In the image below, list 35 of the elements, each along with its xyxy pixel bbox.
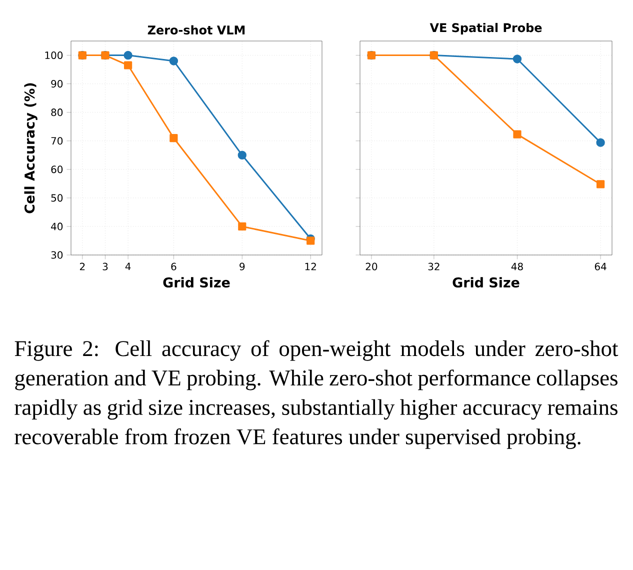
caption: Figure 2: Cell accuracy of open-weight models under zero-shot generation and VE probing. While zero-shot performance collapses rapidly as grid size increases, substantially higher accuracy remains recoverable from frozen VE features under supervised probing. xyxy=(14,340,618,449)
point xyxy=(596,138,605,147)
x-tick-label: 3 xyxy=(102,262,108,270)
point xyxy=(124,50,132,60)
x-tick-label: 2 xyxy=(80,262,85,270)
x-tick-label: 12 xyxy=(305,262,316,270)
point xyxy=(238,150,246,160)
y-tick-label: 70 xyxy=(51,137,63,145)
point xyxy=(513,130,522,138)
y-tick-label: 80 xyxy=(51,108,63,116)
y-tick-label: 30 xyxy=(51,251,63,259)
y-tick-label: 100 xyxy=(45,51,63,60)
y-axis-title: Cell Accuracy (%) xyxy=(24,83,38,214)
point xyxy=(512,54,522,64)
point xyxy=(169,56,178,66)
chart-title: VE Spatial Probe xyxy=(430,22,542,34)
y-tick-label: 90 xyxy=(51,80,63,88)
point xyxy=(238,222,246,231)
chart-title: Zero-shot VLM xyxy=(148,25,245,35)
y-tick-label: 60 xyxy=(51,166,63,174)
x-tick-label: 32 xyxy=(428,262,440,270)
x-axis-title: Grid Size xyxy=(452,277,520,288)
x-tick-label: 9 xyxy=(240,262,245,270)
y-tick-label: 40 xyxy=(51,222,63,230)
x-tick-label: 64 xyxy=(594,262,606,270)
x-tick-label: 48 xyxy=(511,262,523,270)
x-tick-label: 4 xyxy=(125,262,131,270)
point xyxy=(596,180,605,188)
x-tick-label: 20 xyxy=(366,262,378,270)
point xyxy=(124,61,132,70)
point xyxy=(170,134,178,142)
x-tick-label: 6 xyxy=(171,262,176,270)
y-tick-label: 50 xyxy=(51,194,63,202)
x-axis-title: Grid Size xyxy=(163,277,230,288)
point xyxy=(306,236,315,245)
